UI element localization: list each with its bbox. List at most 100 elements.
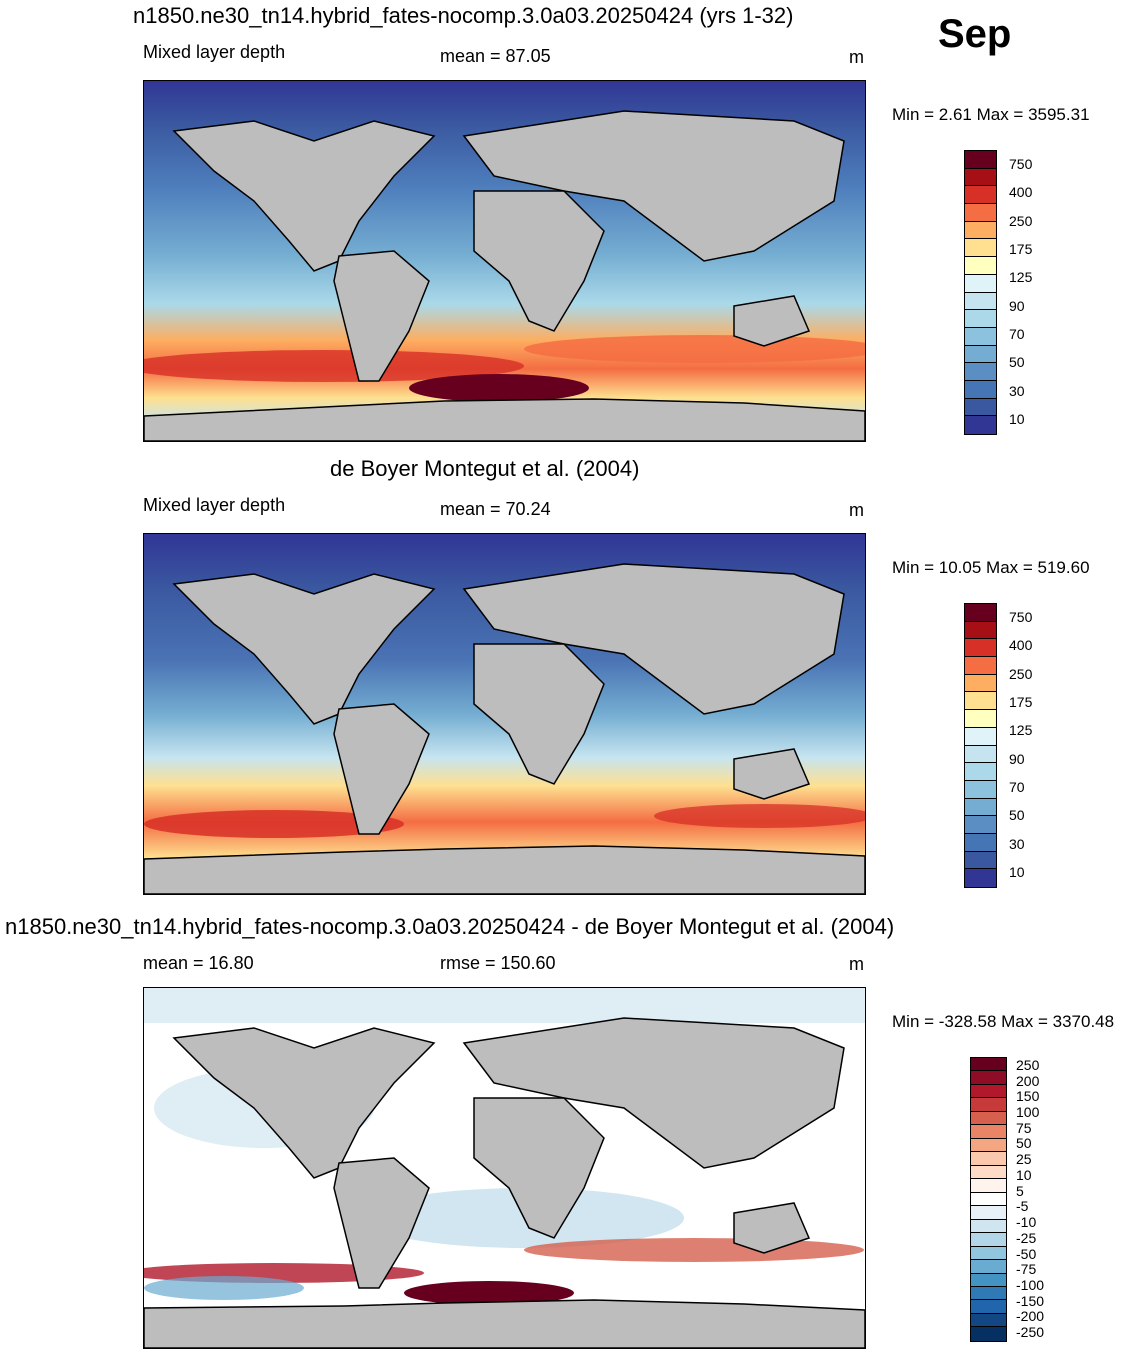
colorbar-swatch bbox=[965, 780, 996, 799]
panel3-units-label: m bbox=[849, 954, 864, 974]
panel2-mean-label: mean = 70.24 bbox=[440, 499, 551, 519]
panel3-colorbar bbox=[970, 1057, 1007, 1342]
colorbar-tick-label: 250 bbox=[1009, 665, 1033, 682]
colorbar-tick-label: 10 bbox=[1016, 1166, 1032, 1183]
colorbar-swatch bbox=[965, 621, 996, 640]
colorbar-tick-label: 90 bbox=[1009, 297, 1025, 314]
colorbar-tick-label: 100 bbox=[1016, 1104, 1040, 1121]
colorbar-tick-label: 25 bbox=[1016, 1151, 1032, 1168]
panel2-map bbox=[143, 533, 866, 895]
colorbar-swatch bbox=[971, 1246, 1006, 1261]
panel2-southern-band bbox=[144, 810, 404, 838]
colorbar-swatch bbox=[965, 345, 996, 364]
colorbar-tick-label: 90 bbox=[1009, 750, 1025, 767]
colorbar-tick-label: 70 bbox=[1009, 325, 1025, 342]
colorbar-tick-label: 200 bbox=[1016, 1072, 1040, 1089]
colorbar-swatch bbox=[971, 1286, 1006, 1301]
colorbar-swatch bbox=[965, 674, 996, 693]
colorbar-swatch bbox=[965, 833, 996, 852]
colorbar-swatch bbox=[971, 1071, 1006, 1085]
colorbar-swatch bbox=[965, 363, 996, 381]
colorbar-tick-label: 30 bbox=[1009, 835, 1025, 852]
colorbar-swatch bbox=[965, 416, 996, 434]
colorbar-tick-label: 30 bbox=[1009, 382, 1025, 399]
panel1-title: n1850.ne30_tn14.hybrid_fates-nocomp.3.0a… bbox=[133, 3, 794, 28]
panel1-map-svg bbox=[144, 81, 865, 441]
colorbar-swatch bbox=[965, 798, 996, 817]
colorbar-swatch bbox=[965, 168, 996, 187]
panel3-weddell-max bbox=[404, 1281, 574, 1305]
colorbar-swatch bbox=[971, 1327, 1006, 1341]
colorbar-tick-label: 50 bbox=[1009, 354, 1025, 371]
month-label: Sep bbox=[938, 12, 1012, 56]
panel3-southern-red-east bbox=[524, 1238, 864, 1262]
colorbar-tick-label: 250 bbox=[1016, 1056, 1040, 1073]
colorbar-tick-label: 400 bbox=[1009, 637, 1033, 654]
colorbar-tick-label: -250 bbox=[1016, 1324, 1045, 1341]
colorbar-tick-label: 750 bbox=[1009, 156, 1033, 173]
colorbar-swatch bbox=[965, 745, 996, 764]
colorbar-swatch bbox=[965, 239, 996, 258]
colorbar-swatch bbox=[965, 186, 996, 205]
colorbar-swatch bbox=[971, 1098, 1006, 1112]
panel1-minmax-label: Min = 2.61 Max = 3595.31 bbox=[892, 105, 1090, 124]
panel1-weddell-max bbox=[409, 374, 589, 402]
colorbar-swatch bbox=[965, 274, 996, 293]
colorbar-tick-label: 10 bbox=[1009, 410, 1025, 427]
colorbar-swatch bbox=[971, 1138, 1006, 1153]
panel3-southern-blue bbox=[144, 1276, 304, 1300]
colorbar-tick-label: 125 bbox=[1009, 269, 1033, 286]
colorbar-tick-label: 70 bbox=[1009, 778, 1025, 795]
colorbar-tick-label: 10 bbox=[1009, 863, 1025, 880]
panel2-map-svg bbox=[144, 534, 865, 894]
colorbar-swatch bbox=[965, 851, 996, 870]
colorbar-swatch bbox=[965, 816, 996, 834]
colorbar-swatch bbox=[965, 292, 996, 311]
panel1-units-label: m bbox=[849, 47, 864, 67]
colorbar-swatch bbox=[971, 1125, 1006, 1139]
panel3-arctic-band bbox=[144, 988, 865, 1023]
colorbar-swatch bbox=[971, 1084, 1006, 1099]
panel2-minmax-label: Min = 10.05 Max = 519.60 bbox=[892, 558, 1090, 577]
colorbar-tick-label: 50 bbox=[1016, 1135, 1032, 1152]
colorbar-swatch bbox=[971, 1192, 1006, 1207]
colorbar-tick-label: -75 bbox=[1016, 1261, 1037, 1278]
colorbar-tick-label: 50 bbox=[1009, 807, 1025, 824]
colorbar-tick-label: 75 bbox=[1016, 1119, 1032, 1136]
colorbar-swatch bbox=[971, 1152, 1006, 1166]
colorbar-swatch bbox=[965, 710, 996, 728]
colorbar-swatch bbox=[965, 398, 996, 417]
colorbar-swatch bbox=[971, 1111, 1006, 1126]
colorbar-tick-label: 125 bbox=[1009, 722, 1033, 739]
colorbar-tick-label: -100 bbox=[1016, 1276, 1045, 1293]
colorbar-tick-label: 175 bbox=[1009, 694, 1033, 711]
panel1-southern-band-east bbox=[524, 335, 865, 363]
colorbar-tick-label: -10 bbox=[1016, 1214, 1037, 1231]
panel3-map bbox=[143, 987, 866, 1349]
panel1-colorbar bbox=[964, 150, 997, 435]
colorbar-tick-label: -200 bbox=[1016, 1308, 1045, 1325]
colorbar-swatch bbox=[965, 604, 996, 622]
panel2-colorbar bbox=[964, 603, 997, 888]
colorbar-swatch bbox=[965, 763, 996, 781]
colorbar-swatch bbox=[971, 1273, 1006, 1287]
panel2-variable-label: Mixed layer depth bbox=[143, 495, 286, 515]
colorbar-swatch bbox=[965, 692, 996, 711]
colorbar-tick-label: 400 bbox=[1009, 184, 1033, 201]
panel1-southern-band bbox=[144, 350, 524, 382]
colorbar-swatch bbox=[965, 639, 996, 658]
colorbar-swatch bbox=[965, 327, 996, 346]
panel2-units-label: m bbox=[849, 500, 864, 520]
colorbar-tick-label: 750 bbox=[1009, 609, 1033, 626]
colorbar-tick-label: -5 bbox=[1016, 1198, 1029, 1215]
panel3-map-svg bbox=[144, 988, 865, 1348]
colorbar-tick-label: 5 bbox=[1016, 1182, 1024, 1199]
panel1-variable-label: Mixed layer depth bbox=[143, 42, 286, 62]
colorbar-swatch bbox=[971, 1219, 1006, 1234]
colorbar-swatch bbox=[965, 727, 996, 746]
colorbar-tick-label: 175 bbox=[1009, 241, 1033, 258]
panel2-southern-band-east bbox=[654, 804, 865, 828]
colorbar-swatch bbox=[971, 1313, 1006, 1328]
panel2-land bbox=[144, 563, 865, 894]
colorbar-swatch bbox=[965, 221, 996, 240]
